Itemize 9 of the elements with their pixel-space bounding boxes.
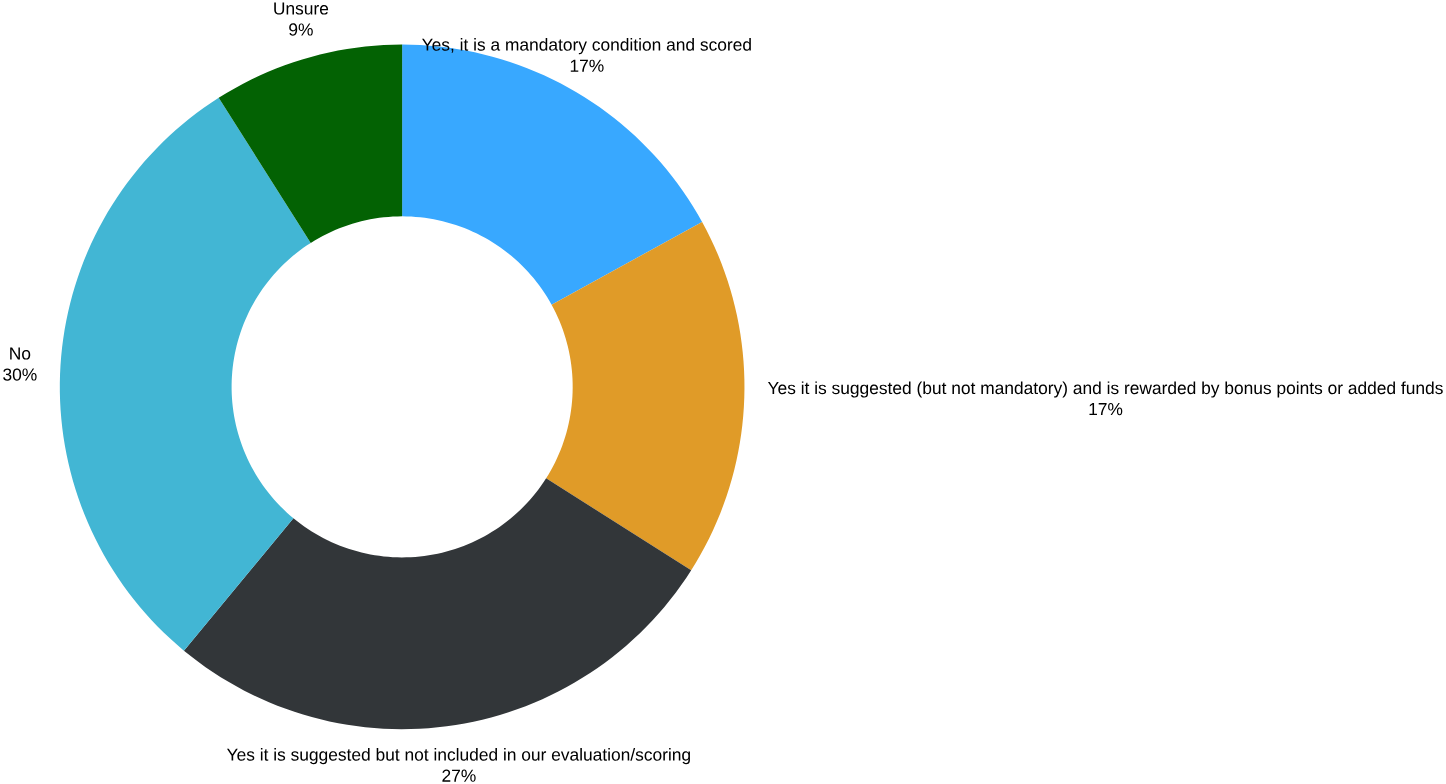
data-label: 9% <box>289 23 313 36</box>
slice-label: Yes it is suggested (but not mandatory) and is rewarded by bonus points or added funds <box>767 381 1443 398</box>
slice-label: No <box>10 347 31 360</box>
data-label: 17% <box>1089 402 1123 416</box>
slice-label: Yes it is suggested but not included in our evaluation/scoring <box>226 747 690 765</box>
slice-label: Unsure <box>274 2 329 15</box>
data-label: 27% <box>442 769 476 782</box>
data-label: 17% <box>570 59 604 72</box>
data-label: 30% <box>3 368 37 381</box>
